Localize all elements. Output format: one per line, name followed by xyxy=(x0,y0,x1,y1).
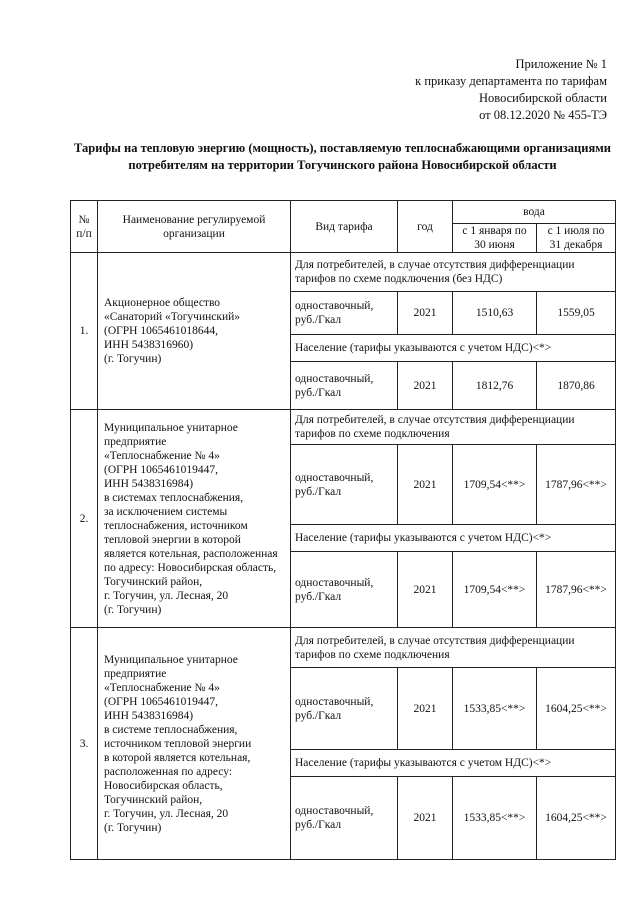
tariff-value-h2: 1787,96<**> xyxy=(536,444,616,525)
tariff-kind: одноставочный, руб./Гкал xyxy=(290,444,398,525)
tariff-value-h1: 1709,54<**> xyxy=(452,551,537,628)
header-period1: с 1 января по 30 июня xyxy=(452,223,537,253)
tariff-value-h2: 1870,86 xyxy=(536,361,616,410)
org-name: Акционерное общество «Санаторий «Тогучин… xyxy=(97,252,291,410)
tariff-kind: одноставочный, руб./Гкал xyxy=(290,667,398,750)
segment-label: Для потребителей, в случае отсутствия ди… xyxy=(290,627,616,668)
header-group: вода xyxy=(452,200,616,224)
tariff-year: 2021 xyxy=(397,291,453,335)
tariff-value-h1: 1510,63 xyxy=(452,291,537,335)
row-number: 3. xyxy=(70,627,98,860)
appendix-line: Новосибирской области xyxy=(478,91,607,105)
tariff-year: 2021 xyxy=(397,551,453,628)
tariff-value-h2: 1559,05 xyxy=(536,291,616,335)
table-row: одноставочный, руб./Гкал 2021 1812,76 1870,… xyxy=(71,361,616,410)
segment-label: Население (тарифы указываются с учетом Н… xyxy=(290,334,616,362)
appendix-line: от 08.12.2020 № 455-ТЭ xyxy=(479,108,607,122)
row-number: 1. xyxy=(70,252,98,410)
tariff-value-h2: 1604,25<**> xyxy=(536,667,616,750)
org-name: Муниципальное унитарное предприятие «Теп… xyxy=(97,627,291,860)
tariff-kind: одноставочный, руб./Гкал xyxy=(290,291,398,335)
header-kind: Вид тарифа xyxy=(290,200,398,253)
appendix-header: Приложение № 1 к приказу департамента по… xyxy=(415,56,607,124)
tariff-value-h2: 1787,96<**> xyxy=(536,551,616,628)
tariff-year: 2021 xyxy=(397,667,453,750)
tariff-kind: одноставочный, руб./Гкал xyxy=(290,776,398,860)
table-row: 3. Муниципальное унитарное предприятие «Т… xyxy=(70,627,616,860)
tariff-kind: одноставочный, руб./Гкал xyxy=(290,551,398,628)
table-row: Население (тарифы указываются с учетом Н… xyxy=(71,749,616,777)
table-row: одноставочный, руб./Гкал 2021 1510,63 1559,… xyxy=(71,291,616,335)
tariff-value-h1: 1533,85<**> xyxy=(452,667,537,750)
table-row: одноставочный, руб./Гкал 2021 1533,85<**> 1… xyxy=(71,776,616,860)
tariff-value-h1: 1709,54<**> xyxy=(452,444,537,525)
header-org: Наименование регулируемой организации xyxy=(97,200,291,253)
tariff-table: № п/п Наименование регулируемой организа… xyxy=(70,200,616,860)
tariff-value-h1: 1533,85<**> xyxy=(452,776,537,860)
tariff-year: 2021 xyxy=(397,776,453,860)
table-row: 1. Акционерное общество «Санаторий «Тогуч… xyxy=(70,252,616,410)
row-number: 2. xyxy=(70,409,98,628)
tariff-value-h2: 1604,25<**> xyxy=(536,776,616,860)
segment-label: Население (тарифы указываются с учетом Н… xyxy=(290,524,616,552)
header-period2: с 1 июля по 31 декабря xyxy=(536,223,616,253)
header-year: год xyxy=(397,200,453,253)
tariff-kind: одноставочный, руб./Гкал xyxy=(290,361,398,410)
tariff-value-h1: 1812,76 xyxy=(452,361,537,410)
org-name: Муниципальное унитарное предприятие «Теп… xyxy=(97,409,291,628)
table-row: одноставочный, руб./Гкал 2021 1709,54<**> 1… xyxy=(71,551,616,628)
table-row: одноставочный, руб./Гкал 2021 1709,54<**> 1… xyxy=(71,444,616,525)
segment-label: Для потребителей, в случае отсутствия ди… xyxy=(290,252,616,292)
header-num: № п/п xyxy=(70,200,98,253)
tariff-year: 2021 xyxy=(397,361,453,410)
appendix-line: к приказу департамента по тарифам xyxy=(415,74,607,88)
document-title: Тарифы на тепловую энергию (мощность), п… xyxy=(74,141,611,172)
appendix-line: Приложение № 1 xyxy=(515,57,607,71)
table-row: 2. Муниципальное унитарное предприятие «Т… xyxy=(70,409,616,628)
tariff-year: 2021 xyxy=(397,444,453,525)
segment-label: Население (тарифы указываются с учетом Н… xyxy=(290,749,616,777)
segment-label: Для потребителей, в случае отсутствия ди… xyxy=(290,409,616,445)
